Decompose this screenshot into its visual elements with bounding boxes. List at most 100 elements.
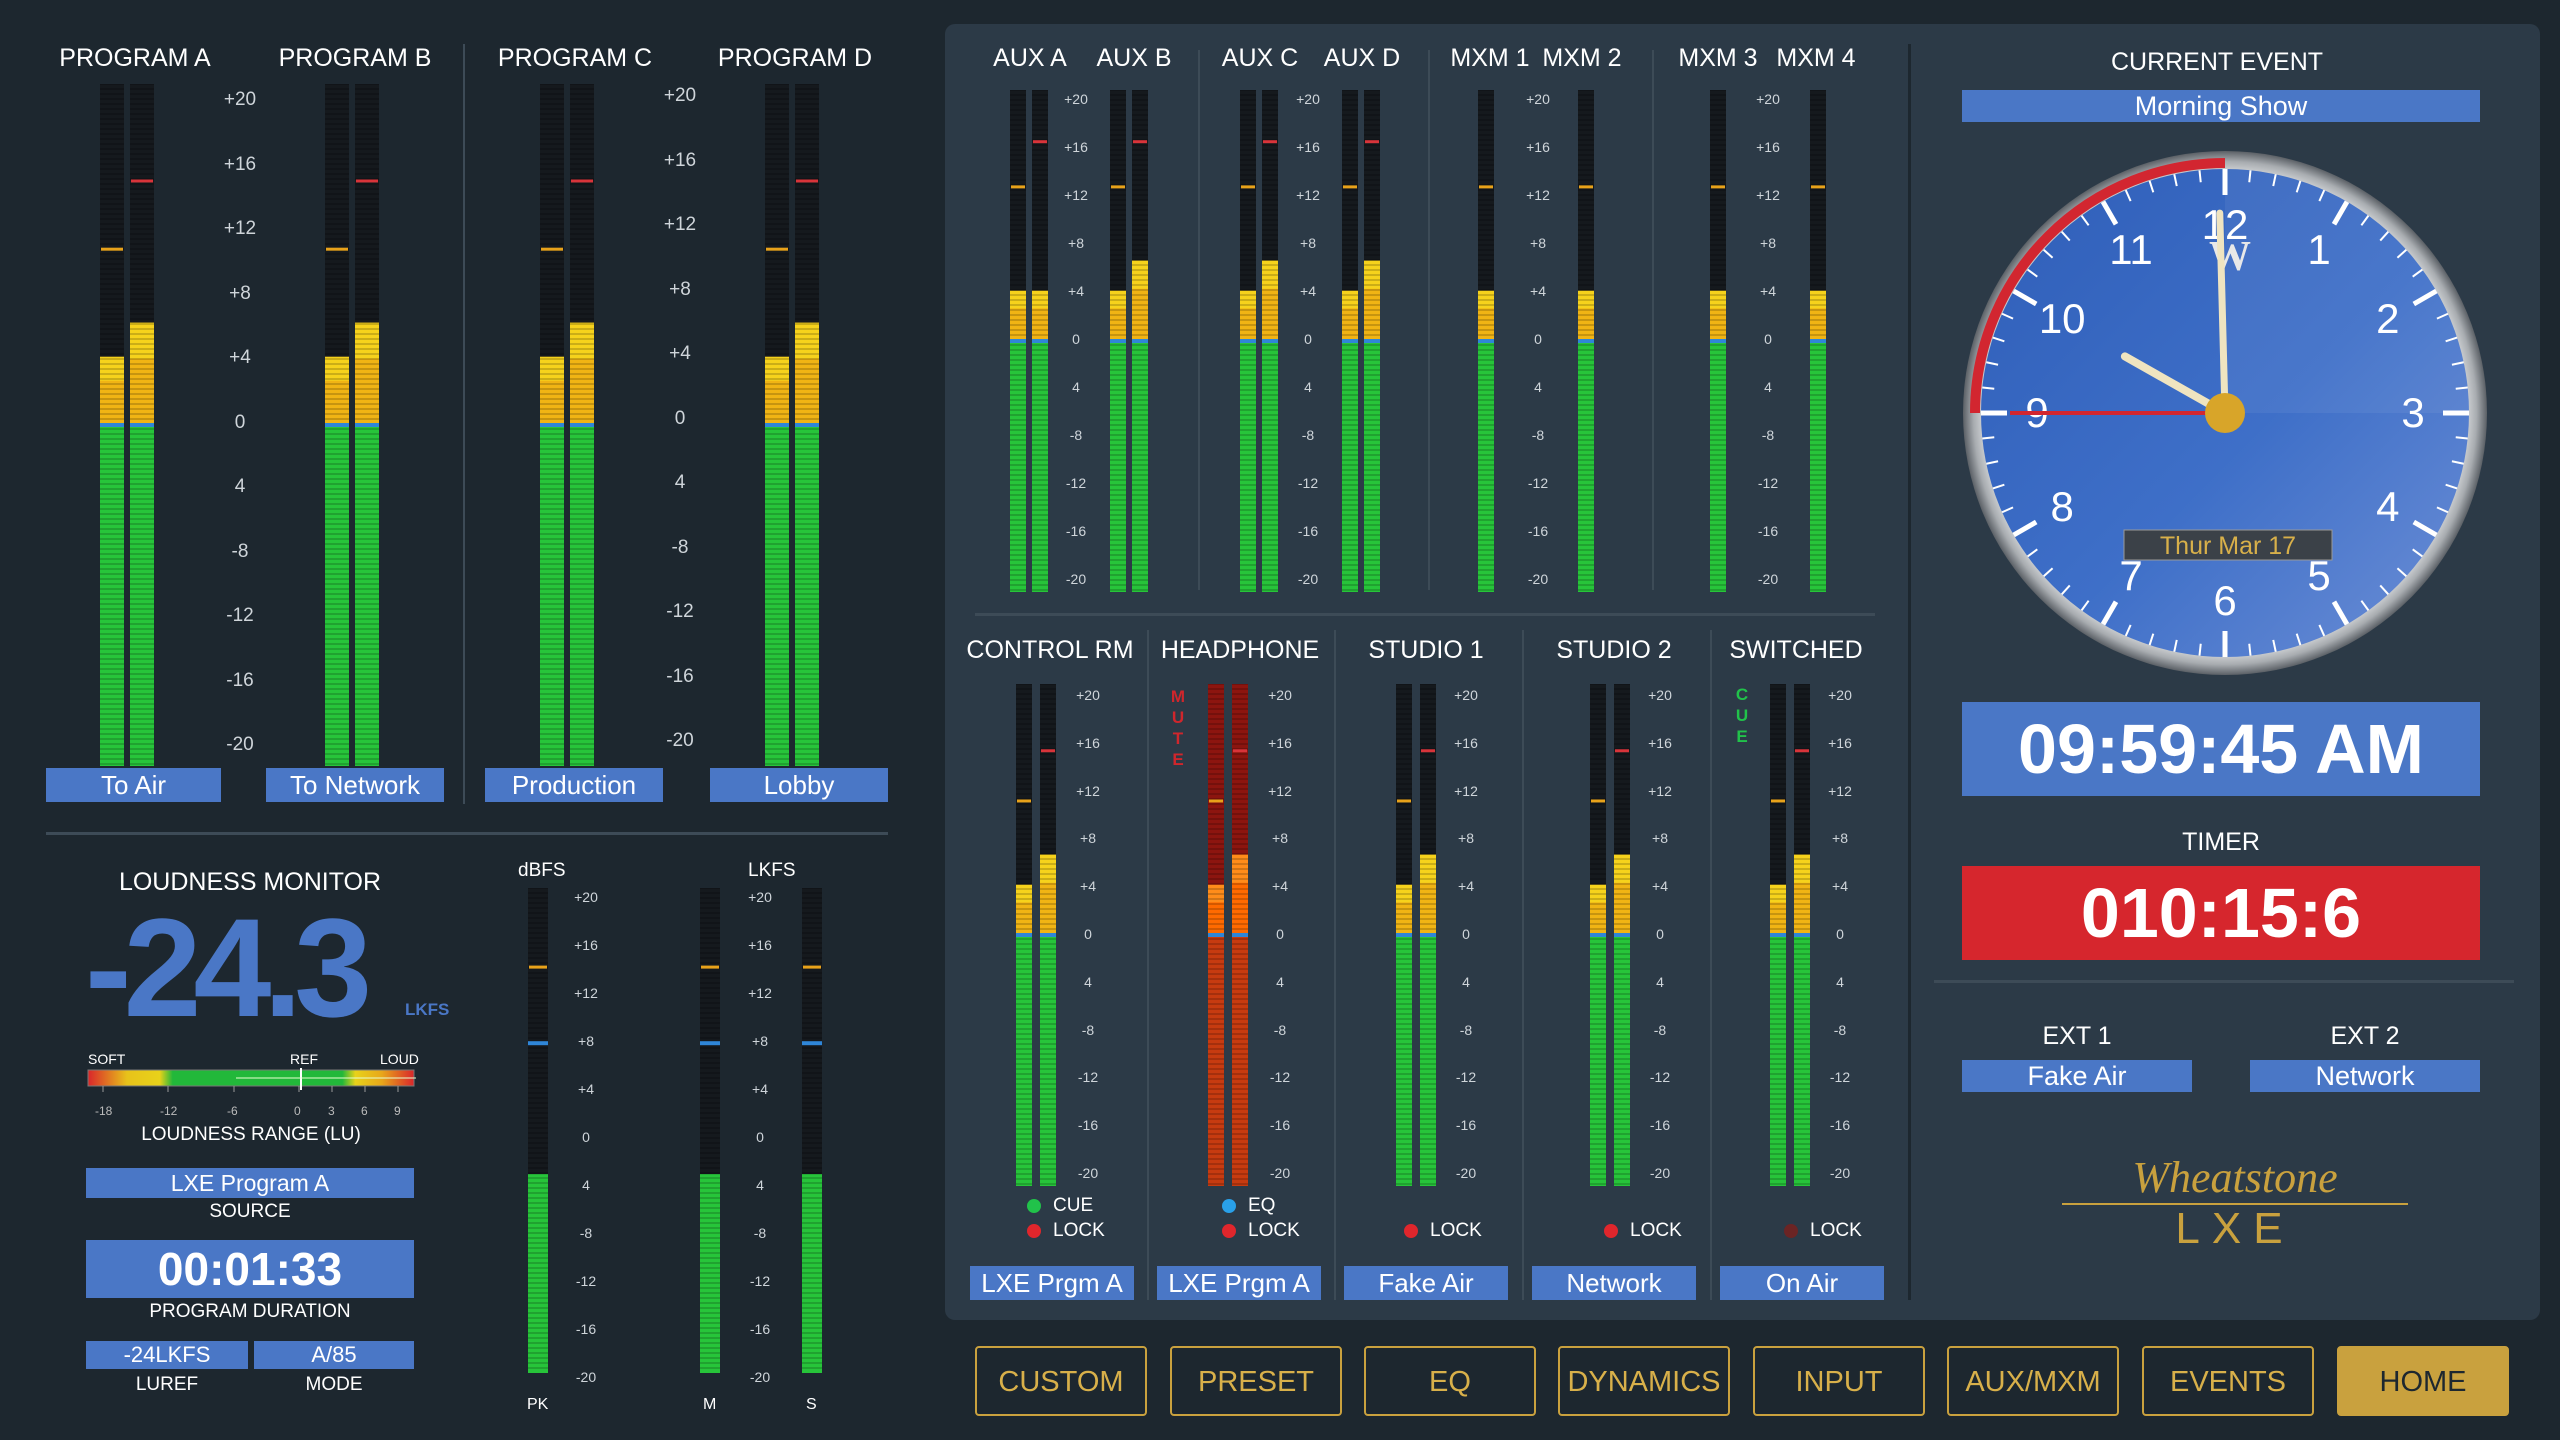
meter-peak-hold bbox=[1263, 140, 1277, 144]
meter-yellow-highlight bbox=[1110, 290, 1126, 309]
studio-1-title: STUDIO 1 bbox=[1368, 636, 1484, 664]
control-rm-source[interactable]: LXE Prgm A bbox=[970, 1266, 1134, 1300]
luref-value[interactable]: -24LKFS bbox=[86, 1341, 248, 1369]
meter-green-segment bbox=[1810, 341, 1826, 592]
scale-label: 4 bbox=[1084, 973, 1092, 990]
scale-label: +12 bbox=[748, 985, 772, 1001]
nav-aux-mxm-button[interactable]: AUX/MXM bbox=[1947, 1346, 2119, 1416]
meter-green-segment bbox=[1590, 935, 1606, 1186]
scale-label: -12 bbox=[575, 1273, 597, 1289]
scale-label: -12 bbox=[1527, 475, 1549, 491]
meter-peak-hold bbox=[1041, 749, 1055, 753]
program-a-source[interactable]: To Air bbox=[46, 768, 221, 802]
clock-tick bbox=[2412, 288, 2438, 307]
scale-label: +20 bbox=[1828, 687, 1852, 703]
nav-input-button[interactable]: INPUT bbox=[1753, 1346, 1925, 1416]
scale-label: 0 bbox=[234, 411, 246, 433]
program-b-source[interactable]: To Network bbox=[266, 768, 444, 802]
meter-peak-hold bbox=[541, 247, 563, 251]
clock-tick bbox=[1986, 460, 1999, 465]
studio-2-source[interactable]: Network bbox=[1532, 1266, 1696, 1300]
nav-dynamics-button[interactable]: DYNAMICS bbox=[1558, 1346, 1730, 1416]
ref-label: REF bbox=[290, 1051, 318, 1067]
scale-label: +16 bbox=[223, 153, 257, 175]
scale-label: -8 bbox=[671, 536, 689, 558]
meter-yellow-highlight bbox=[100, 356, 124, 381]
scale-label: +8 bbox=[1458, 830, 1474, 847]
meter-zero-marker bbox=[1710, 339, 1726, 343]
scale-label: -20 bbox=[749, 1369, 771, 1385]
meter-zero-marker bbox=[1232, 933, 1248, 937]
nav-preset-button[interactable]: PRESET bbox=[1170, 1346, 1342, 1416]
clock-tick bbox=[2360, 215, 2370, 226]
scale-label: 4 bbox=[234, 476, 246, 497]
nav-home-button[interactable]: HOME bbox=[2337, 1346, 2509, 1416]
scale-label: -8 bbox=[1273, 1021, 1287, 1038]
scale-label: 0 bbox=[1084, 926, 1092, 942]
scale-label: +12 bbox=[1526, 187, 1550, 203]
meter-zero-marker bbox=[1016, 933, 1032, 937]
pk-meter bbox=[528, 888, 548, 1373]
scale-label: +8 bbox=[752, 1033, 768, 1049]
current-event-value[interactable]: Morning Show bbox=[1962, 90, 2480, 122]
clock-tick bbox=[2027, 268, 2038, 278]
meter-zero-marker bbox=[540, 423, 564, 427]
scale-label: 0 bbox=[1276, 926, 1284, 942]
control-rm-lock-label: LOCK bbox=[1053, 1220, 1105, 1241]
program-c-source[interactable]: Production bbox=[485, 768, 663, 802]
mxm-4-title: MXM 4 bbox=[1776, 44, 1856, 72]
scale-label: -16 bbox=[1527, 523, 1549, 539]
clock-tick bbox=[2173, 174, 2178, 187]
meter-zero-marker bbox=[100, 423, 124, 427]
meter-zero-marker bbox=[802, 1041, 822, 1046]
scale-label: +12 bbox=[1648, 782, 1672, 799]
meter-zero-marker bbox=[1032, 339, 1048, 343]
meter-green-segment bbox=[1578, 341, 1594, 592]
meter-green-segment bbox=[528, 1174, 548, 1373]
scale-label: 4 bbox=[1072, 379, 1080, 395]
scale-label: -12 bbox=[1649, 1069, 1671, 1086]
studio-1-source[interactable]: Fake Air bbox=[1344, 1266, 1508, 1300]
monitor-divider-3 bbox=[1522, 630, 1524, 1300]
meter-green-segment bbox=[325, 425, 349, 766]
scale-label: 4 bbox=[1534, 379, 1542, 395]
nav-eq-button[interactable]: EQ bbox=[1364, 1346, 1536, 1416]
program-bottom-divider bbox=[46, 832, 888, 835]
meter-green-segment bbox=[1016, 935, 1032, 1186]
meter-peak-hold bbox=[1033, 140, 1047, 144]
aux-c-title: AUX C bbox=[1221, 44, 1299, 72]
loudness-unit: LKFS bbox=[405, 1000, 450, 1019]
scale-label: 4 bbox=[1656, 973, 1664, 990]
meter-yellow-highlight bbox=[130, 322, 154, 359]
ext2-value[interactable]: Network bbox=[2250, 1060, 2480, 1092]
current-event-label: CURRENT EVENT bbox=[2110, 48, 2324, 76]
nav-events-button[interactable]: EVENTS bbox=[2142, 1346, 2314, 1416]
meter-peak-hold bbox=[1795, 749, 1809, 753]
scale-label: -16 bbox=[1455, 1117, 1477, 1134]
clock-tick bbox=[2124, 189, 2132, 202]
clock-tick bbox=[2445, 483, 2458, 490]
clock-tick bbox=[2379, 584, 2390, 595]
clock-numeral: 5 bbox=[2307, 552, 2330, 599]
scale-label: +12 bbox=[1076, 782, 1100, 799]
loudness-title: LOUDNESS MONITOR bbox=[118, 868, 382, 896]
mode-value[interactable]: A/85 bbox=[254, 1341, 414, 1369]
headphone-source[interactable]: LXE Prgm A bbox=[1157, 1266, 1321, 1300]
meter-zero-marker bbox=[325, 423, 349, 427]
program-duration: 00:01:33 bbox=[86, 1240, 414, 1298]
ext1-value[interactable]: Fake Air bbox=[1962, 1060, 2192, 1092]
nav-custom-button[interactable]: CUSTOM bbox=[975, 1346, 1147, 1416]
clock-numeral: 8 bbox=[2051, 483, 2074, 530]
loudness-source[interactable]: LXE Program A bbox=[86, 1168, 414, 1198]
studio-2-meter bbox=[1590, 684, 1630, 1186]
meter-zero-marker bbox=[1040, 933, 1056, 937]
clock-tick bbox=[2436, 312, 2449, 320]
scale-label: +20 bbox=[1296, 91, 1320, 107]
meter-green-segment bbox=[570, 425, 594, 766]
program-d-source[interactable]: Lobby bbox=[710, 768, 888, 802]
switched-source[interactable]: On Air bbox=[1720, 1266, 1884, 1300]
timer-value[interactable]: 010:15:6 bbox=[1962, 866, 2480, 960]
scale-label: +8 bbox=[229, 282, 251, 304]
scale-label: -20 bbox=[1757, 571, 1779, 587]
scale-label: +16 bbox=[1828, 734, 1852, 751]
